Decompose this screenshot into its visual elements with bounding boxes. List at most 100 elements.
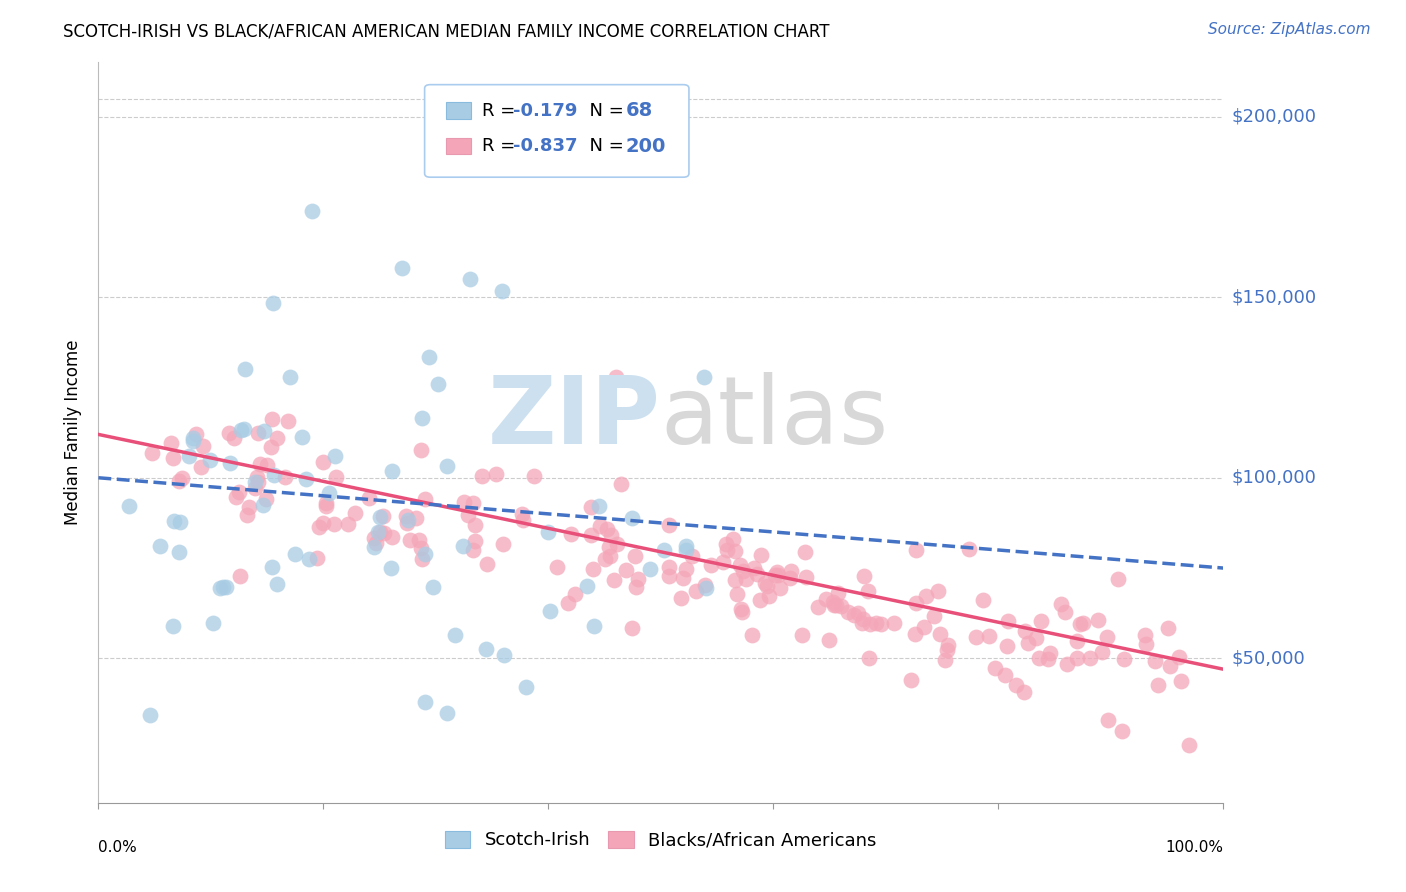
Point <box>658 518 681 533</box>
Point <box>181 434 204 449</box>
Point <box>807 600 830 615</box>
Point <box>818 632 841 647</box>
Text: $150,000: $150,000 <box>1232 288 1316 306</box>
Point <box>538 604 561 618</box>
Point <box>675 543 697 558</box>
Point <box>278 369 301 384</box>
Point <box>695 581 717 595</box>
Text: -0.179: -0.179 <box>513 102 578 120</box>
Point <box>308 519 330 533</box>
Point <box>418 350 440 364</box>
Point <box>848 606 870 620</box>
Point <box>149 539 172 553</box>
Point <box>557 596 579 610</box>
Point <box>451 539 474 553</box>
Point <box>236 508 259 523</box>
Point <box>252 498 274 512</box>
Point <box>371 509 394 524</box>
Point <box>600 528 623 542</box>
Point <box>218 456 240 470</box>
Point <box>262 412 284 426</box>
Point <box>453 495 475 509</box>
Point <box>823 599 845 613</box>
FancyBboxPatch shape <box>425 85 689 178</box>
Point <box>411 442 433 457</box>
Point <box>995 640 1018 654</box>
Point <box>411 552 433 566</box>
Text: ZIP: ZIP <box>488 372 661 464</box>
Point <box>1095 630 1118 644</box>
Point <box>700 558 723 572</box>
Point <box>1066 634 1088 648</box>
Point <box>1050 598 1073 612</box>
Point <box>904 543 927 558</box>
Point <box>398 533 420 548</box>
Point <box>471 468 494 483</box>
Point <box>695 578 717 592</box>
Point <box>408 533 430 547</box>
Point <box>912 619 935 633</box>
Point <box>243 475 266 489</box>
Point <box>741 628 763 642</box>
Point <box>515 680 537 694</box>
Point <box>658 559 681 574</box>
Point <box>405 511 427 525</box>
Point <box>605 369 627 384</box>
Point <box>1029 615 1052 629</box>
Point <box>851 615 873 630</box>
Point <box>603 573 626 587</box>
Point <box>745 566 768 581</box>
Point <box>1168 650 1191 665</box>
Point <box>675 562 697 576</box>
Text: $100,000: $100,000 <box>1232 469 1316 487</box>
Point <box>162 514 184 528</box>
Point <box>368 510 391 524</box>
Point <box>510 507 533 521</box>
Point <box>993 668 1015 682</box>
Point <box>243 481 266 495</box>
Bar <box>446 103 471 119</box>
Point <box>1028 650 1050 665</box>
Point <box>766 568 789 582</box>
Point <box>1097 713 1119 727</box>
Point <box>233 362 256 376</box>
Point <box>170 471 193 485</box>
Point <box>593 551 616 566</box>
Point <box>249 457 271 471</box>
Point <box>323 449 346 463</box>
Point <box>581 500 603 515</box>
Point <box>225 491 247 505</box>
Point <box>560 526 582 541</box>
Point <box>315 499 337 513</box>
Text: R =: R = <box>482 137 522 155</box>
Point <box>209 582 232 596</box>
Point <box>794 570 817 584</box>
Point <box>825 598 848 612</box>
Point <box>983 661 1005 675</box>
Point <box>246 475 269 489</box>
Point <box>579 528 602 542</box>
Point <box>606 536 628 550</box>
Point <box>904 627 927 641</box>
Point <box>681 549 703 563</box>
Point <box>436 706 458 720</box>
Point <box>118 499 141 513</box>
Point <box>721 532 744 546</box>
Point <box>291 430 314 444</box>
Point <box>844 608 866 623</box>
Point <box>624 580 647 594</box>
Point <box>190 459 212 474</box>
Point <box>253 424 276 438</box>
Point <box>938 638 960 652</box>
Point <box>724 543 747 558</box>
Point <box>1017 636 1039 650</box>
Point <box>1159 659 1181 673</box>
Point <box>685 584 707 599</box>
Point <box>373 525 395 540</box>
Point <box>1071 616 1094 631</box>
Point <box>589 519 612 533</box>
Bar <box>446 138 471 154</box>
Point <box>254 492 277 507</box>
Point <box>934 653 956 667</box>
Point <box>457 508 479 522</box>
